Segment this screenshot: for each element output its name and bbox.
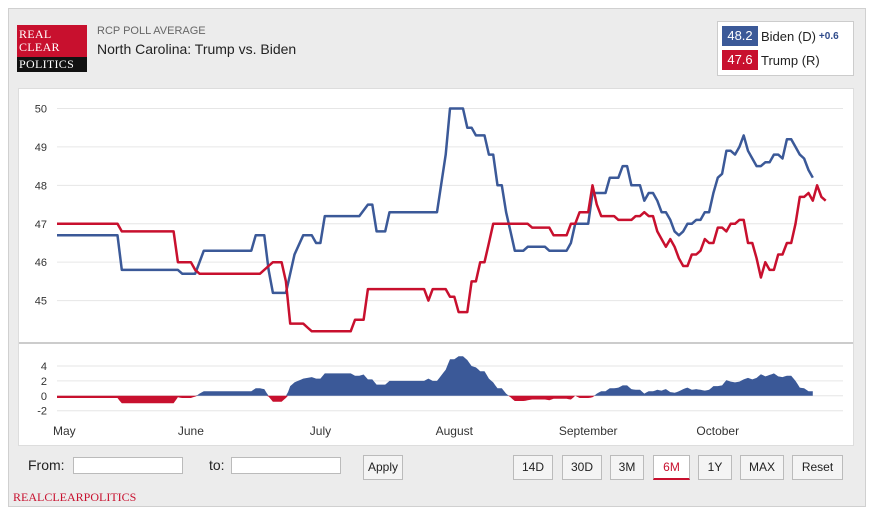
legend-name-trump: Trump (R)	[761, 52, 820, 68]
plot-area: 45 46 47 48 49 50 -2 0 2 4 May June July August Septem…	[18, 88, 854, 446]
x-tick-label: August	[436, 424, 474, 438]
x-tick-label: October	[696, 424, 739, 438]
range-button-max[interactable]: MAX	[740, 455, 784, 480]
to-date-input[interactable]	[231, 457, 341, 474]
spread-tick-label: -2	[37, 406, 47, 418]
footer-brand: REALCLEARPOLITICS	[13, 490, 137, 504]
spread-tick-label: 2	[41, 376, 47, 388]
spread-area-trump	[57, 395, 813, 404]
spread-tick-label: 4	[41, 361, 47, 373]
logo-line-3: POLITICS	[17, 57, 87, 72]
range-button-1y[interactable]: 1Y	[698, 455, 732, 480]
series-line-biden	[57, 107, 814, 295]
chart-title: North Carolina: Trump vs. Biden	[97, 41, 297, 57]
legend: 48.2 Biden (D) +0.6 47.6 Trump (R)	[717, 21, 854, 76]
rcp-logo: REAL CLEAR POLITICS	[17, 25, 87, 72]
y-tick-label: 48	[35, 180, 47, 192]
logo-line-1: REAL	[19, 27, 52, 41]
from-label: From:	[28, 457, 65, 473]
legend-item-biden[interactable]: 48.2 Biden (D) +0.6	[722, 26, 839, 48]
from-date-input[interactable]	[73, 457, 183, 474]
legend-item-trump[interactable]: 47.6 Trump (R)	[722, 50, 820, 72]
chart-svg: 45 46 47 48 49 50 -2 0 2 4 May June July August Septem…	[19, 104, 853, 438]
reset-button[interactable]: Reset	[792, 455, 843, 480]
date-range-controls: From: to: Apply 14D 30D 3M 6M 1Y MAX Res…	[18, 447, 854, 487]
range-button-3m[interactable]: 3M	[610, 455, 644, 480]
y-tick-label: 47	[35, 219, 47, 231]
to-label: to:	[209, 457, 225, 473]
range-button-6m[interactable]: 6M	[653, 455, 690, 480]
chart-subtitle: RCP POLL AVERAGE	[97, 25, 206, 37]
legend-value-trump: 47.6	[722, 50, 758, 70]
x-tick-label: September	[559, 424, 618, 438]
x-tick-label: May	[53, 424, 76, 438]
y-tick-label: 50	[35, 104, 47, 116]
y-tick-label: 46	[35, 257, 47, 269]
logo-line-2: CLEAR	[19, 40, 60, 54]
y-tick-label: 49	[35, 142, 47, 154]
series-line-trump	[57, 184, 827, 333]
legend-name-biden: Biden (D)	[761, 28, 816, 44]
spread-area-biden	[57, 356, 813, 396]
apply-button[interactable]: Apply	[363, 455, 403, 480]
legend-value-biden: 48.2	[722, 26, 758, 46]
spread-tick-label: 0	[41, 391, 47, 403]
range-button-30d[interactable]: 30D	[562, 455, 602, 480]
range-button-14d[interactable]: 14D	[513, 455, 553, 480]
x-tick-label: July	[310, 424, 331, 438]
y-tick-label: 45	[35, 296, 47, 308]
x-tick-label: June	[178, 424, 204, 438]
legend-spread: +0.6	[818, 30, 839, 42]
